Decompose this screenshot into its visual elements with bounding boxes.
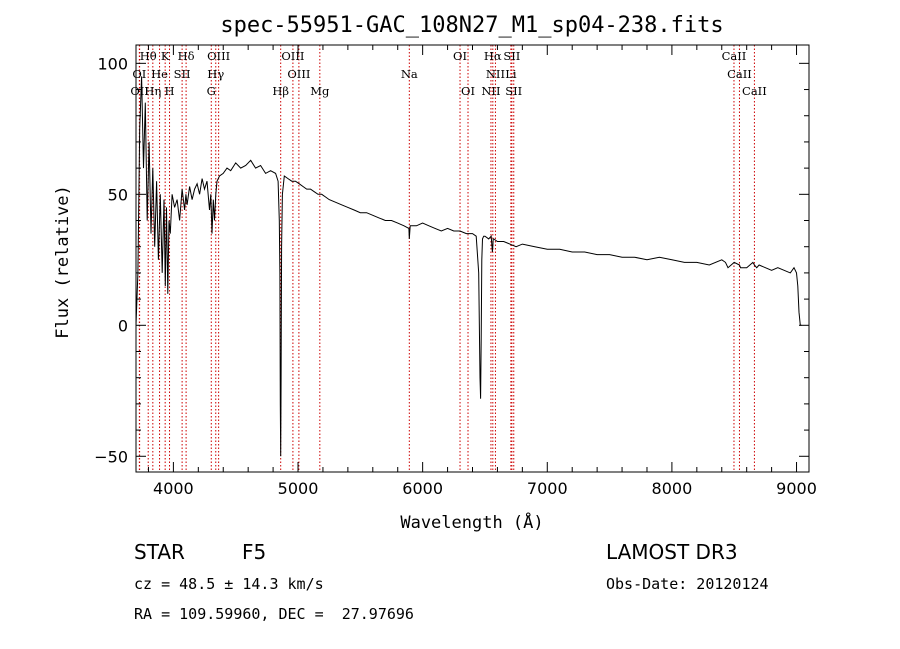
y-tick-label: 0 <box>118 316 128 335</box>
spectrum-line <box>135 76 802 457</box>
line-label-hβ: Hβ <box>272 84 289 98</box>
chart-title: spec-55951-GAC_108N27_M1_sp04-238.fits <box>220 13 723 38</box>
observation-date: Obs-Date: 20120124 <box>606 575 769 593</box>
y-tick-label: 50 <box>108 185 128 204</box>
x-tick-label: 5000 <box>278 479 319 498</box>
line-label-oiii: OIII <box>207 49 230 63</box>
redshift-velocity: cz = 48.5 ± 14.3 km/s <box>134 575 324 593</box>
x-tick-label: 4000 <box>153 479 194 498</box>
line-label-oiii: OIII <box>287 67 310 81</box>
line-label-li: Li <box>505 67 517 81</box>
object-subclass: F5 <box>242 540 267 564</box>
line-label-sii: SII <box>505 84 522 98</box>
line-label-na: Na <box>401 67 418 81</box>
line-label-oiii: OIII <box>281 49 304 63</box>
survey-name: LAMOST DR3 <box>606 540 738 564</box>
line-label-g: G <box>207 84 216 98</box>
line-label-oi: OI <box>453 49 467 63</box>
line-label-he: He <box>151 67 168 81</box>
x-axis-label: Wavelength (Å) <box>400 511 543 533</box>
line-label-hη: Hη <box>144 84 161 98</box>
line-label-oi: OI <box>132 67 146 81</box>
x-axis-ticks: 4000 5000 6000 7000 8000 9000 <box>147 45 817 498</box>
line-label-mg: Mg <box>310 84 330 98</box>
y-axis-ticks: −50 0 50 100 <box>94 54 809 466</box>
line-label-k: K <box>161 49 170 63</box>
spectrum-chart: spec-55951-GAC_108N27_M1_sp04-238.fits H… <box>53 13 817 533</box>
line-label-hθ: Hθ <box>140 49 157 63</box>
y-tick-label: 100 <box>97 54 128 73</box>
reference-lines <box>138 45 755 472</box>
line-label-nii: NII <box>481 84 500 98</box>
y-axis-label: Flux (relative) <box>53 185 73 339</box>
x-tick-label: 7000 <box>527 479 568 498</box>
line-label-sii: SII <box>174 67 191 81</box>
plot-frame <box>135 44 810 473</box>
x-tick-label: 8000 <box>652 479 693 498</box>
line-label-nii: NII <box>486 67 505 81</box>
line-label-oii: OII <box>130 84 149 98</box>
line-label-caii: CaII <box>742 84 767 98</box>
object-class: STAR <box>134 540 185 564</box>
line-label-hγ: Hγ <box>207 67 224 81</box>
line-label-hα: Hα <box>484 49 502 63</box>
line-label-oi: OI <box>461 84 475 98</box>
ra-dec-coordinates: RA = 109.59960, DEC = 27.97696 <box>134 605 414 623</box>
x-tick-label: 9000 <box>776 479 817 498</box>
line-label-caii: CaII <box>727 67 752 81</box>
line-label-hδ: Hδ <box>178 49 195 63</box>
line-label-sii: SII <box>503 49 520 63</box>
y-tick-label: −50 <box>94 447 128 466</box>
line-label-caii: CaII <box>722 49 747 63</box>
x-tick-label: 6000 <box>402 479 443 498</box>
line-label-h: H <box>165 84 175 98</box>
